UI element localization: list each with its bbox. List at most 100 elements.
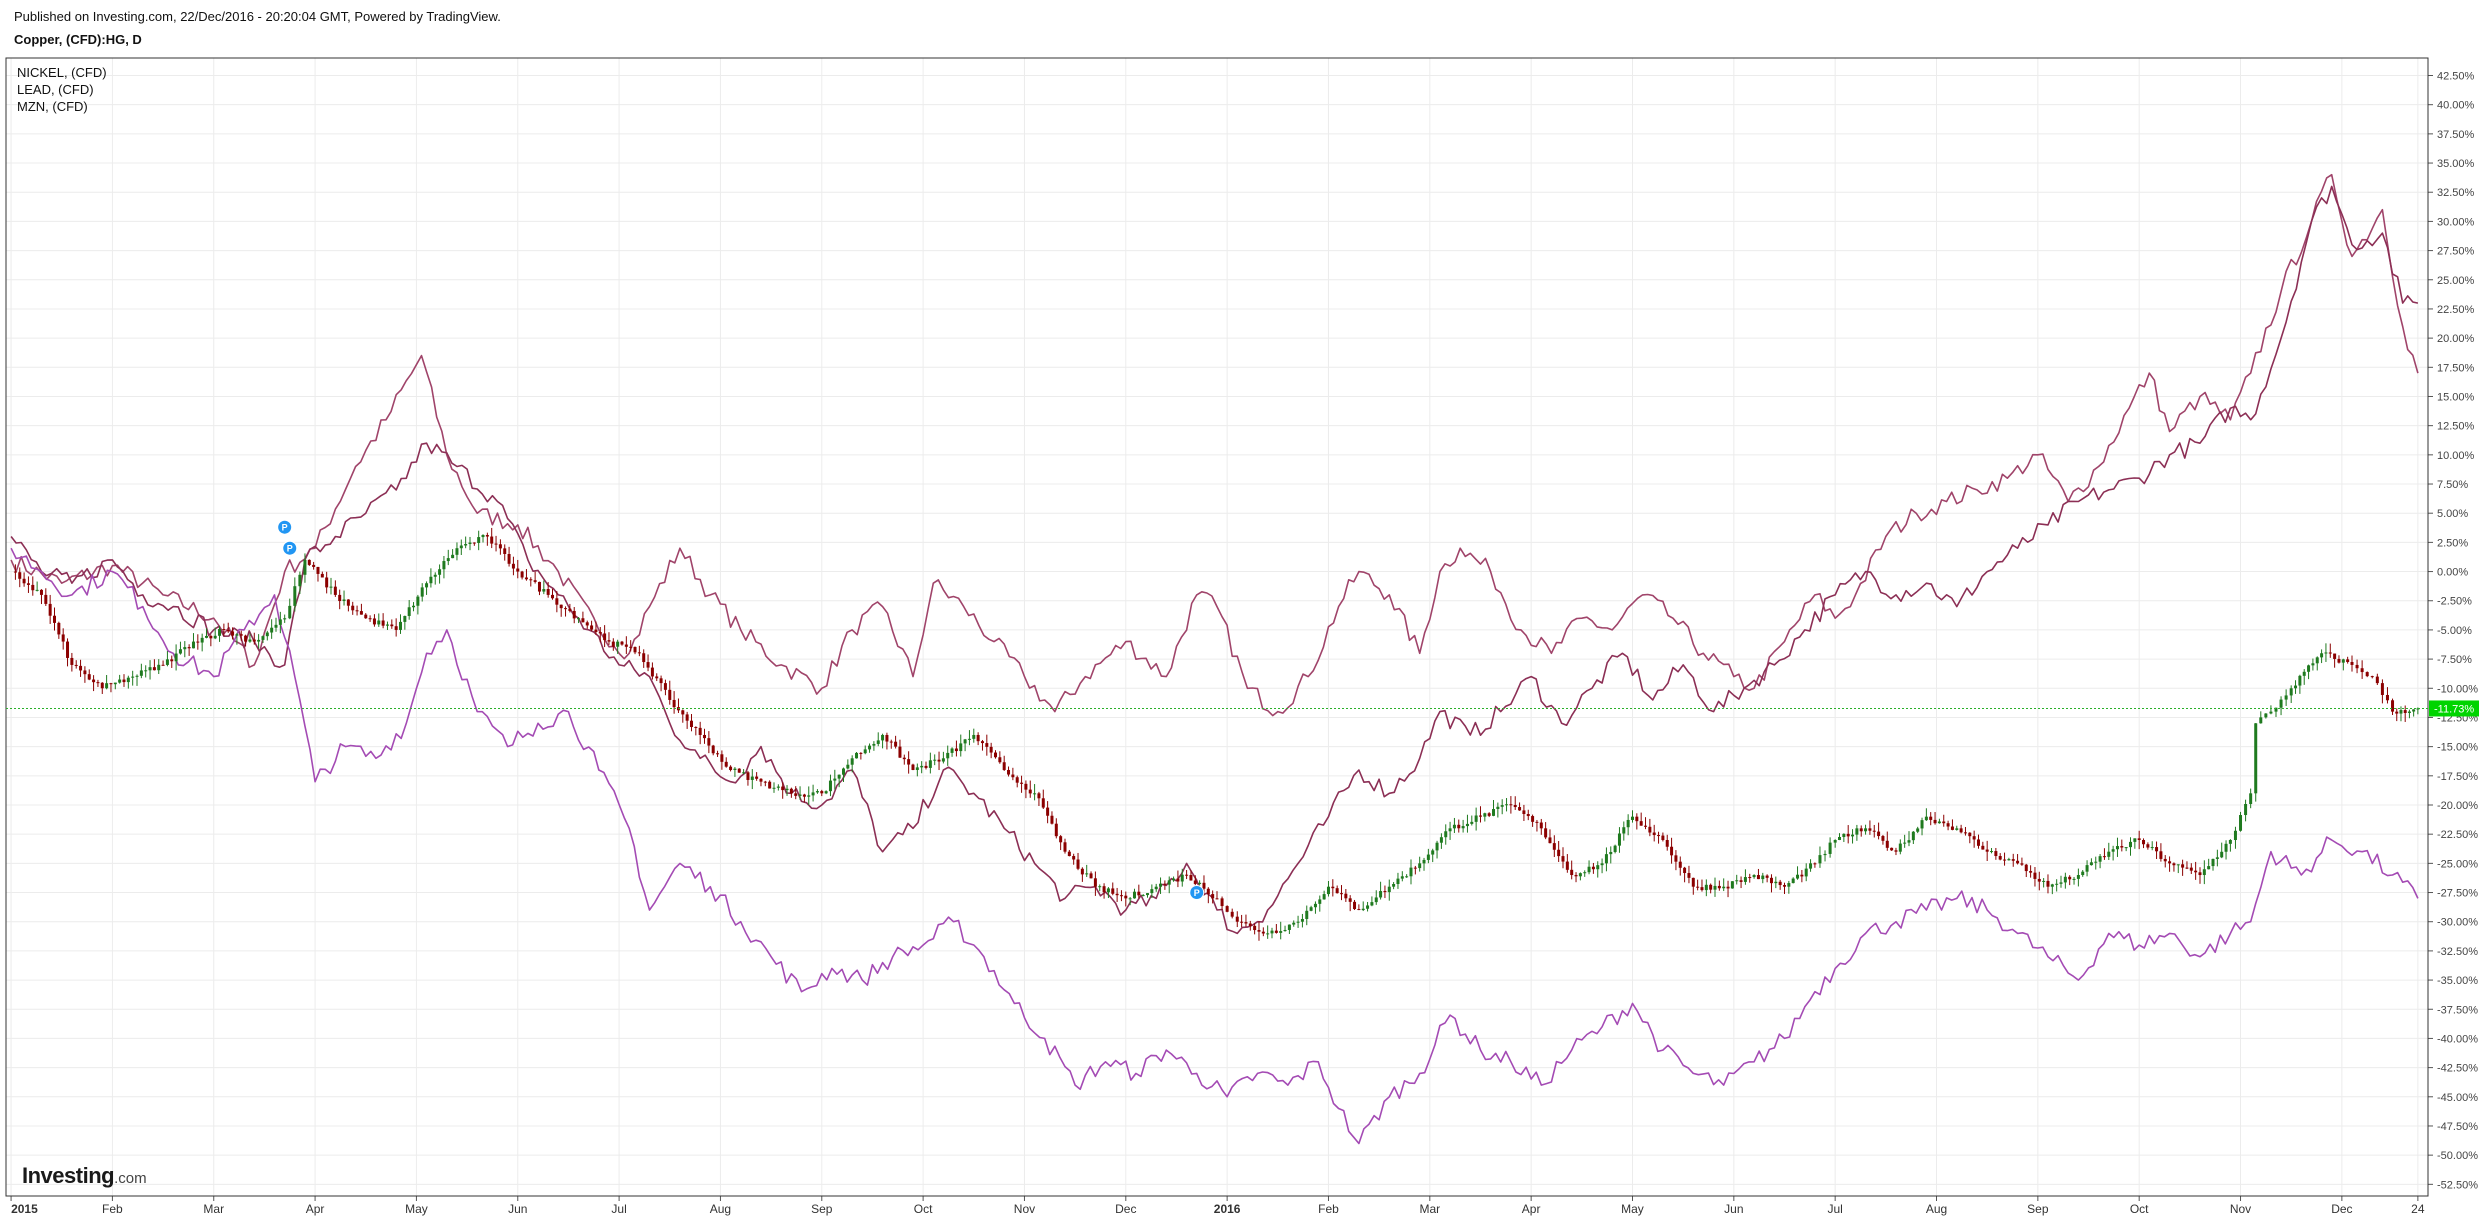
x-tick-label: Nov [2230,1202,2251,1216]
candle-up [2249,793,2253,805]
candle-up [1283,929,1287,932]
candle-up [2412,709,2416,712]
candle-down [1215,898,1219,900]
candle-down [1885,840,1889,848]
candle-down [1007,769,1011,775]
y-tick-label: -40.00% [2437,1033,2478,1045]
candle-down [1985,849,1989,852]
candle-down [598,631,602,634]
candle-up [1818,855,1822,864]
y-tick-label: 5.00% [2437,508,2468,520]
candle-down [1782,885,1786,887]
candle-down [859,752,863,754]
candle-down [1859,828,1863,832]
event-marker-icon[interactable]: P [1189,885,1205,901]
candle-up [2315,657,2319,664]
y-tick-label: -10.00% [2437,683,2478,695]
legend-item-nickel[interactable]: NICKEL, (CFD) [17,65,107,80]
x-tick-label: May [405,1202,428,1216]
legend-item-mzn[interactable]: MZN, (CFD) [17,99,88,114]
candle-down [2155,847,2159,852]
candle-up [1106,888,1110,893]
candle-down [48,603,52,616]
candle-down [1211,894,1215,899]
candle-up [438,569,442,575]
x-tick-label: Feb [1318,1202,1339,1216]
candle-down [364,614,368,619]
candle-up [2239,815,2243,831]
candle-up [1735,880,1739,882]
candle-down [196,641,200,643]
candle-up [270,627,274,633]
legend-item-lead[interactable]: LEAD, (CFD) [17,82,94,97]
event-marker-icon[interactable]: P [277,519,293,535]
candle-down [1687,873,1691,878]
candle-down [781,786,785,791]
candle-up [1990,851,1994,853]
candle-up [941,758,945,762]
candle-up [1279,931,1283,933]
candle-up [2098,856,2102,862]
candle-down [333,586,337,595]
candle-up [425,583,429,588]
candle-up [213,635,217,639]
candle-down [1998,856,2002,860]
event-marker-label: P [282,523,288,533]
candle-down [1093,878,1097,887]
candle-up [398,621,402,630]
x-tick-label: May [1621,1202,1644,1216]
candle-up [1505,804,1509,806]
candle-down [668,689,672,700]
candle-down [22,578,26,584]
candle-up [2202,869,2206,876]
candle-up [833,778,837,781]
candle-down [1235,916,1239,922]
candle-down [581,618,585,623]
candle-up [2176,864,2180,866]
candle-up [967,738,971,740]
candle-down [1185,874,1189,876]
candle-up [2298,675,2302,686]
candle-down [1072,856,1076,860]
candle-up [1483,813,1487,817]
x-tick-label: Apr [306,1202,325,1216]
candle-down [898,746,902,758]
candle-up [1370,902,1374,906]
candle-up [433,574,437,577]
candle-down [44,594,48,604]
candle-up [2224,843,2228,852]
candle-down [1059,836,1063,843]
y-tick-label: 35.00% [2437,158,2475,170]
candle-up [303,559,307,575]
logo-domain: .com [114,1170,147,1187]
candle-down [1080,868,1084,875]
event-marker-icon[interactable]: P [282,540,298,556]
candle-down [763,781,767,783]
candle-down [2194,870,2198,873]
candle-down [998,757,1002,763]
candle-up [1461,826,1465,829]
candle-down [629,646,633,648]
candle-up [455,548,459,555]
candle-up [191,641,195,649]
candle-up [1309,907,1313,911]
candle-down [1981,845,1985,850]
candle-down [1591,866,1595,870]
candle-down [551,594,555,599]
candle-down [1813,863,1817,865]
y-tick-label: 40.00% [2437,100,2475,112]
candle-down [789,788,793,794]
candle-down [980,741,984,744]
candle-down [1119,895,1123,897]
candle-up [1704,884,1708,891]
candle-down [1531,816,1535,822]
candle-down [170,659,174,662]
candle-down [2137,838,2141,841]
candle-up [863,749,867,754]
candle-down [1872,830,1876,832]
x-tick-label: Mar [203,1202,224,1216]
candle-down [2120,846,2124,848]
candle-up [1791,878,1795,884]
y-tick-label: 20.00% [2437,333,2475,345]
